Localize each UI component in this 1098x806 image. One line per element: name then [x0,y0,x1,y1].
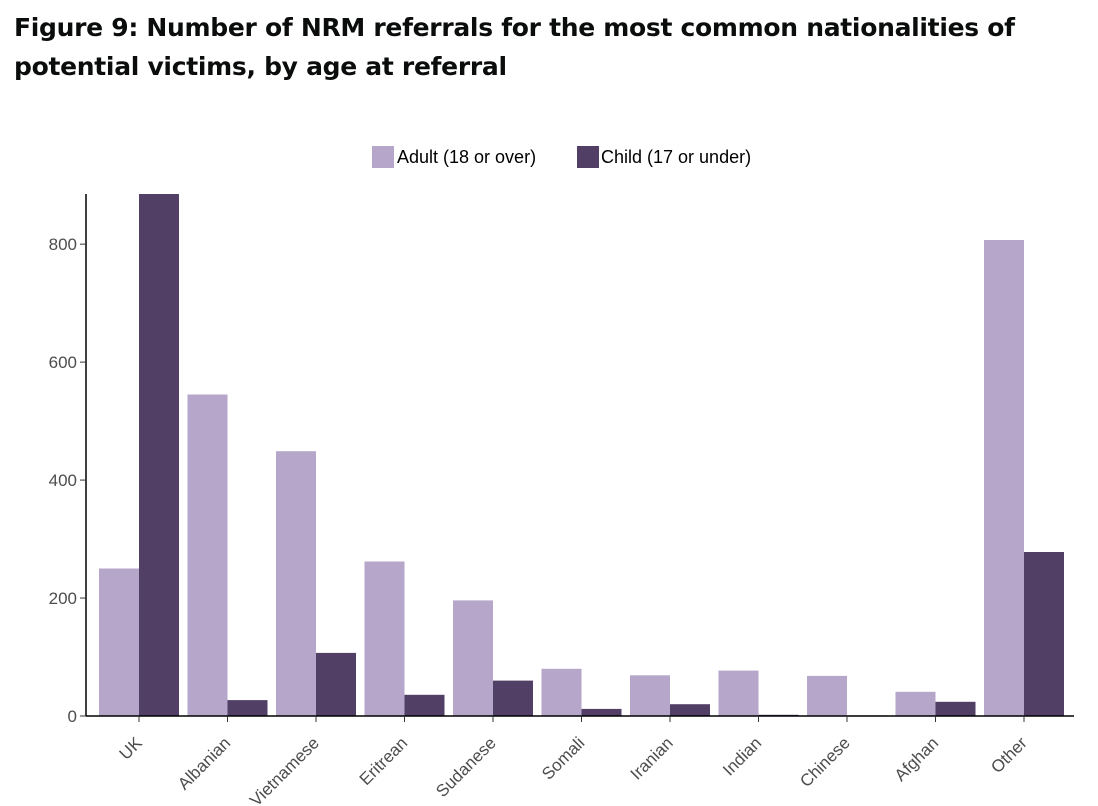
bar-child-afghan [935,701,976,716]
bar-child-vietnamese [316,652,356,716]
legend-label: Child (17 or under) [601,147,751,167]
chart-title: Figure 9: Number of NRM referrals for th… [14,13,1015,81]
y-tick-label: 400 [49,471,77,490]
bar-child-iranian [670,704,710,716]
x-tick-label: Sudanese [432,733,500,801]
x-tick-label: Albanian [174,733,234,793]
bar-adult-other [984,240,1024,716]
bar-adult-albanian [187,394,228,716]
bar-adult-iranian [630,675,670,716]
legend-swatch [577,146,599,168]
x-tick-label: Indian [719,733,765,779]
x-tick-label: Chinese [796,733,854,791]
legend: Adult (18 or over) Child (17 or under) [372,146,751,168]
legend-label: Adult (18 or over) [397,147,536,167]
bar-adult-uk [99,568,139,716]
bar-child-eritrean [404,694,445,716]
y-tick-label: 600 [49,353,77,372]
y-tick-label: 0 [68,707,77,726]
bar-child-somali [581,708,622,716]
bar-adult-vietnamese [276,451,316,716]
bar-child-uk [139,194,179,716]
bar-adult-chinese [807,675,847,716]
x-tick-label: Vietnamese [246,733,323,806]
bar-child-albanian [227,700,268,716]
bar-adult-afghan [895,691,936,716]
x-tick-label: Afghan [891,733,943,785]
bar-adult-sudanese [453,600,493,716]
x-tick-label: UK [116,733,147,764]
y-tick-label: 800 [49,235,77,254]
legend-swatch [372,146,394,168]
bar-child-sudanese [493,680,533,716]
bar-adult-eritrean [364,561,405,716]
x-tick-label: Eritrean [356,733,412,789]
x-tick-label: Iranian [627,733,677,783]
y-tick-label: 200 [49,589,77,608]
bar-child-other [1024,552,1064,716]
x-tick-label: Other [987,733,1031,777]
bars [99,194,1064,716]
bar-adult-somali [541,668,582,716]
x-tick-label: Somali [538,733,588,783]
bar-adult-indian [718,670,759,716]
